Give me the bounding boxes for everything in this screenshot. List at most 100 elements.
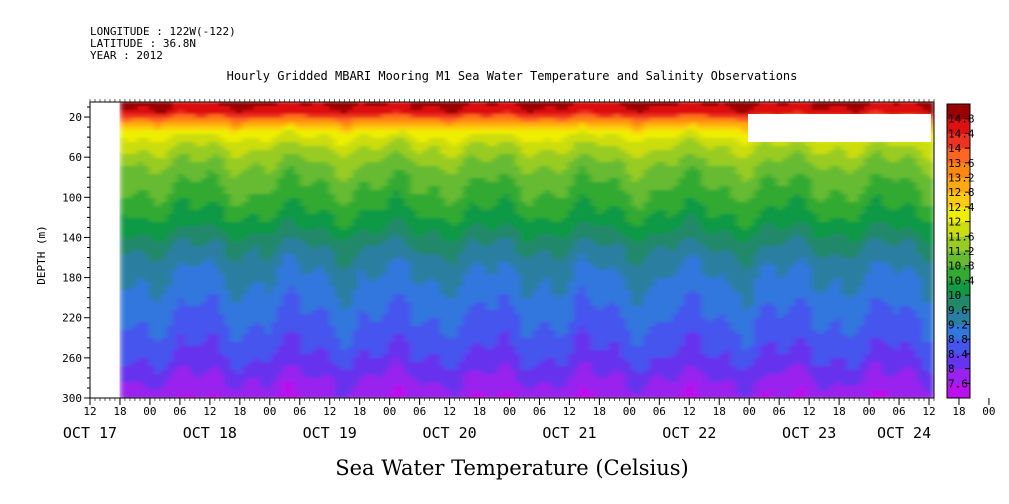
heat-cell [346, 142, 354, 147]
heat-cell [317, 214, 325, 219]
heat-cell [422, 338, 429, 343]
heat-cell [381, 350, 389, 355]
heat-cell [154, 350, 162, 355]
heat-cell [463, 370, 470, 375]
heat-cell [236, 190, 243, 195]
heat-cell [474, 198, 482, 203]
heat-cell [242, 366, 249, 371]
heat-cell [131, 214, 138, 219]
heat-cell [399, 162, 406, 167]
heat-cell [433, 330, 441, 335]
heat-cell [137, 226, 144, 231]
heat-cell [451, 174, 458, 179]
heat-cell [335, 282, 342, 287]
heat-cell [439, 318, 447, 323]
heat-cell [369, 350, 377, 355]
heat-cell [317, 354, 325, 359]
heat-cell [503, 106, 511, 111]
heat-cell [503, 378, 511, 383]
heat-cell [346, 250, 354, 255]
heat-cell [364, 386, 371, 391]
heat-cell [346, 378, 354, 383]
heat-cell [236, 358, 243, 363]
heat-cell [224, 330, 232, 335]
heat-cell [183, 374, 191, 379]
heat-cell [242, 310, 249, 315]
heat-cell [294, 146, 301, 151]
heat-cell [381, 230, 389, 235]
heat-cell [369, 238, 377, 243]
heat-cell [207, 290, 214, 295]
heat-cell [463, 110, 470, 115]
heat-cell [445, 322, 452, 327]
heat-cell [428, 358, 435, 363]
heat-cell [364, 206, 371, 211]
heat-cell [265, 202, 272, 207]
heat-cell [311, 386, 319, 391]
heat-cell [172, 150, 179, 155]
heat-cell [346, 186, 354, 191]
heat-cell [207, 342, 214, 347]
heat-cell [323, 110, 330, 115]
heat-cell [439, 334, 447, 339]
heat-cell [497, 218, 505, 223]
heat-cell [340, 186, 348, 191]
heat-cell [201, 342, 208, 347]
heat-cell [364, 286, 371, 291]
heat-cell [154, 150, 162, 155]
heat-cell [183, 126, 191, 131]
heat-cell [416, 326, 423, 331]
heat-cell [381, 290, 389, 295]
heat-cell [457, 126, 464, 131]
heat-cell [131, 102, 138, 107]
heat-cell [451, 350, 458, 355]
heat-cell [463, 270, 470, 275]
heat-cell [364, 146, 371, 151]
heat-cell [143, 138, 150, 143]
heat-cell [381, 362, 389, 367]
heat-cell [282, 158, 290, 163]
heat-cell [236, 390, 243, 395]
heat-cell [468, 194, 476, 199]
heat-cell [195, 258, 202, 263]
heat-cell [276, 346, 284, 351]
heat-cell [486, 274, 493, 279]
heat-cell [242, 298, 249, 303]
heat-cell [282, 366, 290, 371]
heat-cell [428, 234, 435, 239]
heat-cell [410, 118, 418, 123]
heat-cell [236, 378, 243, 383]
heat-cell [306, 378, 313, 383]
heat-cell [131, 226, 138, 231]
heat-cell [265, 386, 272, 391]
heat-cell [416, 338, 423, 343]
heat-cell [451, 354, 458, 359]
heat-cell [375, 230, 383, 235]
heat-cell [265, 162, 272, 167]
heat-cell [311, 298, 319, 303]
heat-cell [358, 330, 365, 335]
heat-cell [381, 294, 389, 299]
heat-cell [236, 178, 243, 183]
heat-cell [340, 250, 348, 255]
heat-cell [282, 122, 290, 127]
heat-cell [265, 298, 272, 303]
heat-cell [207, 294, 214, 299]
heat-cell [149, 290, 156, 295]
heat-cell [463, 362, 470, 367]
heat-cell [369, 286, 377, 291]
heat-cell [329, 334, 336, 339]
heat-cell [300, 166, 307, 171]
heat-cell [480, 166, 487, 171]
heat-cell [416, 114, 423, 119]
heat-cell [457, 238, 464, 243]
heat-cell [486, 230, 493, 235]
heat-cell [422, 118, 429, 123]
heat-cell [474, 170, 482, 175]
heat-cell [439, 394, 447, 398]
heat-cell [404, 326, 412, 331]
heat-cell [271, 282, 278, 287]
heat-cell [480, 254, 487, 259]
heat-cell [195, 106, 202, 111]
heat-cell [236, 242, 243, 247]
